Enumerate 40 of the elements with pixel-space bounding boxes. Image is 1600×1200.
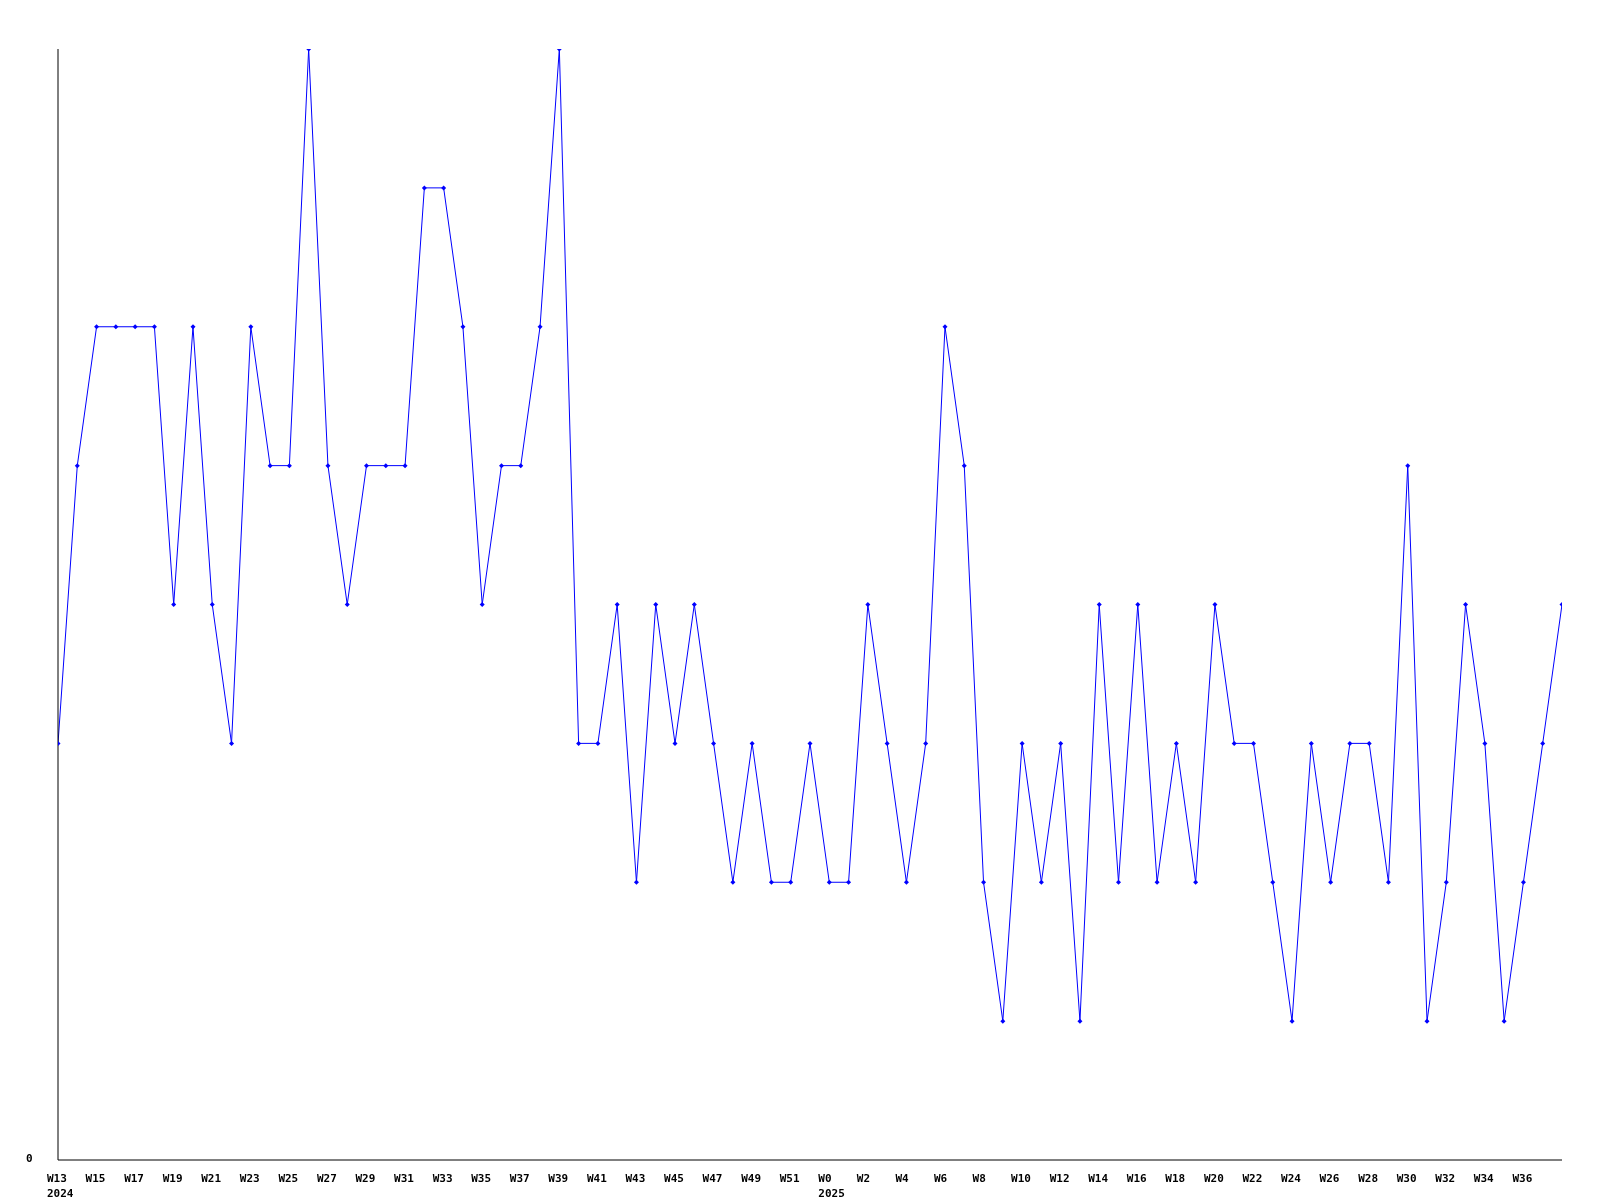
x-tick-label: W23 bbox=[239, 1172, 260, 1185]
x-tick-label: W28 bbox=[1358, 1172, 1379, 1185]
x-tick-label: W33 bbox=[432, 1172, 453, 1185]
x-tick-label: W25 bbox=[278, 1172, 299, 1185]
x-tick-label: W10 bbox=[1011, 1172, 1031, 1185]
x-tick-label: W51 bbox=[779, 1172, 800, 1185]
x-tick-label: W35 bbox=[471, 1172, 492, 1185]
x-tick-label: W37 bbox=[509, 1172, 530, 1185]
x-tick-label: W30 bbox=[1396, 1172, 1417, 1185]
x-tick-label: W24 bbox=[1281, 1172, 1302, 1185]
x-tick-label: W41 bbox=[586, 1172, 608, 1185]
x-tick-label: W12 bbox=[1049, 1172, 1070, 1185]
x-tick-label: W16 bbox=[1126, 1172, 1148, 1185]
x-tick-label: W49 bbox=[741, 1172, 762, 1185]
x-tick-label: W47 bbox=[702, 1172, 723, 1185]
x-tick-label: W20 bbox=[1203, 1172, 1224, 1185]
x-tick-label: W19 bbox=[162, 1172, 183, 1185]
x-tick-label: W26 bbox=[1319, 1172, 1340, 1185]
x-tick-label: W17 bbox=[124, 1172, 144, 1185]
x-tick-label: W34 bbox=[1473, 1172, 1495, 1185]
x-tick-label: W4 bbox=[895, 1172, 910, 1185]
x-tick-label: W32 bbox=[1435, 1172, 1456, 1185]
x-tick-label: W21 bbox=[201, 1172, 222, 1185]
x-tick-label: W0 2025 bbox=[818, 1172, 845, 1200]
text: 0 bbox=[26, 1152, 33, 1165]
x-tick-label: W29 bbox=[355, 1172, 376, 1185]
x-tick-label: W6 bbox=[933, 1172, 948, 1185]
x-tick-label: W8 bbox=[972, 1172, 986, 1185]
x-tick-label: W36 bbox=[1512, 1172, 1533, 1185]
x-tick-label: W22 bbox=[1242, 1172, 1263, 1185]
x-tick-label: W27 bbox=[316, 1172, 337, 1185]
x-tick-label: W13 2024 bbox=[47, 1172, 74, 1200]
x-tick-label: W43 bbox=[625, 1172, 646, 1185]
x-tick-label: W14 bbox=[1088, 1172, 1109, 1185]
x-tick-label: W15 bbox=[85, 1172, 106, 1185]
x-tick-label: W2 bbox=[856, 1172, 871, 1185]
x-tick-label: W39 bbox=[548, 1172, 569, 1185]
x-tick-label: W31 bbox=[394, 1172, 415, 1185]
x-tick-label: W45 bbox=[664, 1172, 684, 1185]
x-tick-label: W18 bbox=[1165, 1172, 1186, 1185]
